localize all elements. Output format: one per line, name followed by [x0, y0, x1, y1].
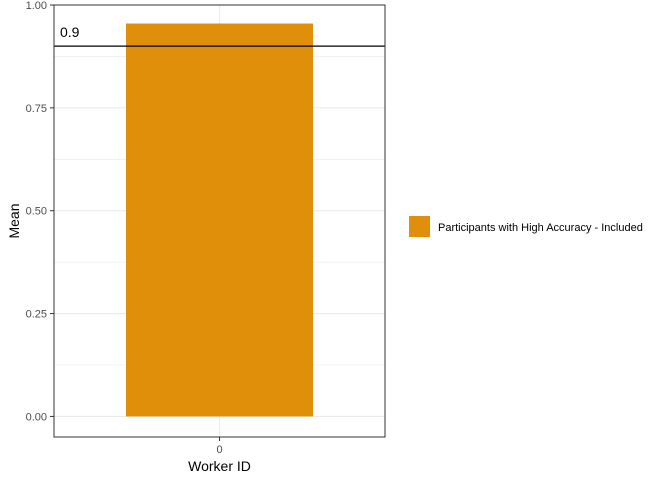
- x-tick-label: 0: [216, 444, 222, 456]
- y-tick-label: 0.00: [26, 411, 47, 423]
- x-axis-ticks: 0: [216, 437, 223, 456]
- reference-line-group: 0.9: [54, 24, 385, 47]
- y-tick-label: 0.50: [26, 206, 47, 218]
- bar: [125, 23, 314, 417]
- x-axis-title: Worker ID: [188, 458, 251, 474]
- legend-label: Participants with High Accuracy - Includ…: [438, 222, 643, 234]
- y-axis-title: Mean: [6, 203, 22, 238]
- reference-line-label: 0.9: [60, 24, 80, 40]
- legend-swatch: [409, 216, 430, 237]
- y-tick-label: 1.00: [26, 0, 47, 12]
- y-axis-ticks: 0.00 0.25 0.50 0.75 1.00: [26, 0, 54, 423]
- legend: Participants with High Accuracy - Includ…: [409, 216, 643, 237]
- bars: [125, 23, 314, 417]
- y-tick-label: 0.25: [26, 309, 47, 321]
- y-tick-label: 0.75: [26, 103, 47, 115]
